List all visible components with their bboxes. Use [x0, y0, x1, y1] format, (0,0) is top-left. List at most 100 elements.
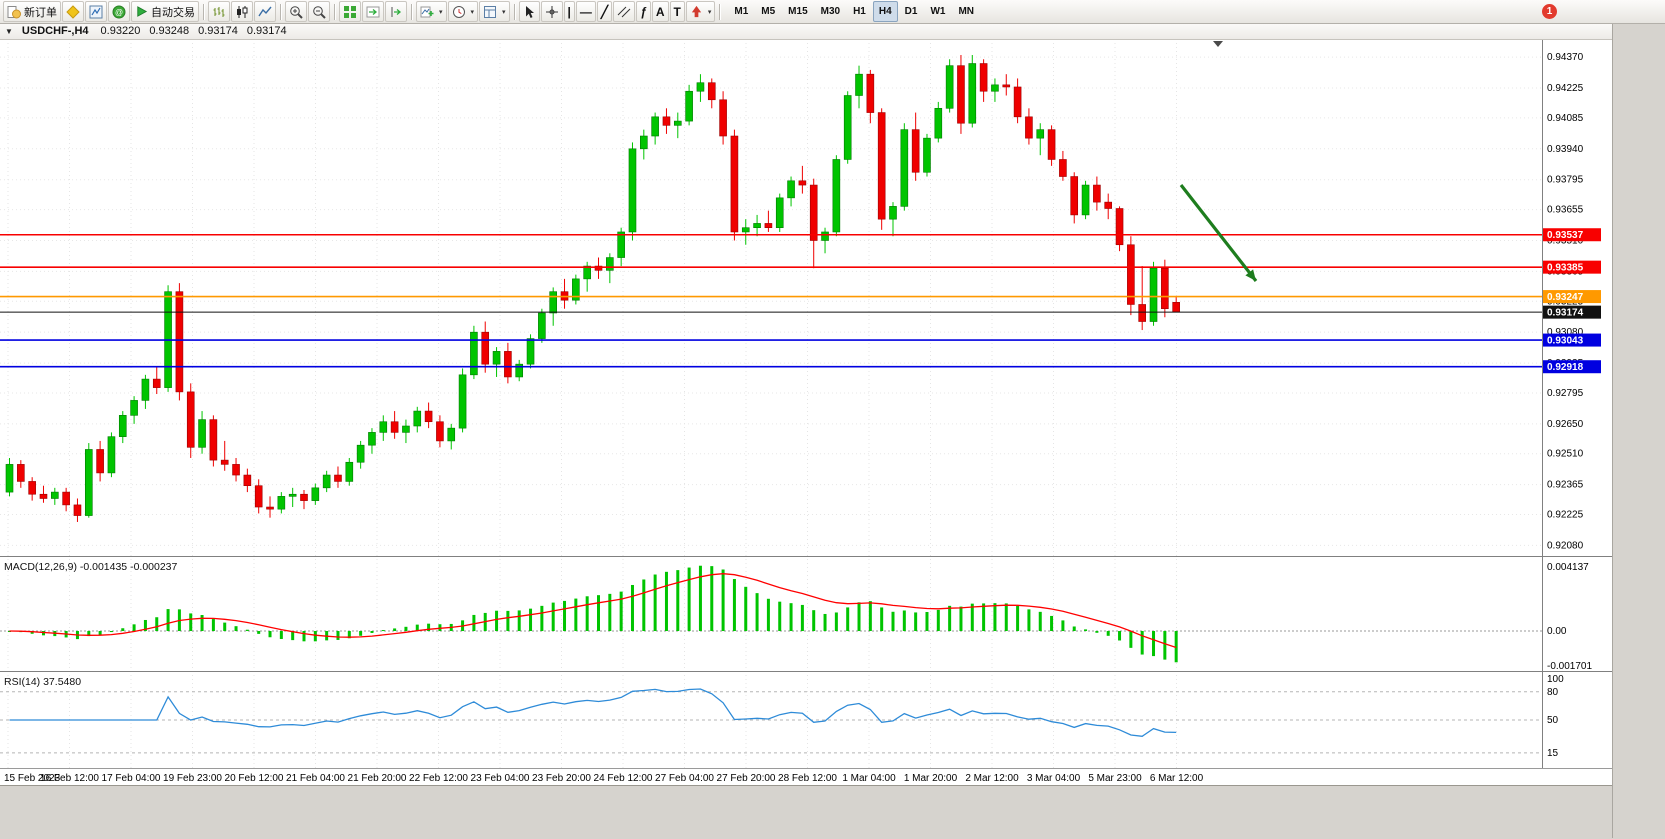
channel-icon: [617, 6, 631, 17]
chart-window-button[interactable]: [85, 1, 107, 22]
macd-histogram: [8, 565, 1178, 663]
community-button[interactable]: @: [108, 1, 130, 22]
price-axis-label: 0.92795: [1547, 388, 1584, 399]
horizontal-line-tool-button[interactable]: —: [575, 1, 596, 22]
price-line-tag-label: 0.92918: [1547, 362, 1584, 373]
price-line-tag[interactable]: [1543, 360, 1601, 374]
price-axis-label: 0.92650: [1547, 419, 1584, 430]
clock-icon: [452, 5, 465, 18]
toolbar-separator: [513, 3, 515, 20]
zoom-out-icon: [313, 5, 326, 19]
timeframe-h4[interactable]: H4: [872, 1, 898, 22]
rsi-axis-label: 15: [1547, 748, 1559, 759]
one-click-trading-expander[interactable]: ▼: [5, 26, 13, 36]
macd-panel-label: MACD(12,26,9) -0.001435 -0.000237: [4, 561, 178, 573]
zoom-out-button[interactable]: [308, 1, 330, 22]
price-axis-label: 0.94370: [1547, 52, 1584, 63]
time-axis-label: 17 Feb 04:00: [102, 773, 161, 784]
trendline-tool-button[interactable]: ╱: [596, 1, 613, 22]
price-line-tag[interactable]: [1543, 260, 1601, 274]
chart-title-bar: ▼ USDCHF-,H4 0.93220 0.93248 0.93174 0.9…: [0, 23, 1622, 40]
notification-badge[interactable]: 1: [1542, 4, 1557, 19]
price-line-tag[interactable]: [1543, 228, 1601, 242]
periods-button[interactable]: ▾: [447, 1, 479, 22]
arrows-tool-button[interactable]: ▾: [685, 1, 716, 22]
channel-tool-button[interactable]: [613, 1, 636, 22]
text-tool-button[interactable]: A: [651, 1, 669, 22]
timeframe-h1[interactable]: H1: [853, 6, 866, 17]
tile-windows-button[interactable]: [339, 1, 361, 22]
rsi-axis-label: 80: [1547, 687, 1559, 698]
crosshair-tool-button[interactable]: [540, 1, 563, 22]
macd-axis-top: 0.004137: [1547, 562, 1589, 573]
community-icon: @: [112, 5, 126, 18]
metaeditor-button[interactable]: [62, 1, 84, 22]
templates-button[interactable]: ▾: [479, 1, 510, 22]
text-label-tool-button[interactable]: T: [669, 1, 685, 22]
chart-symbol-period: USDCHF-,H4: [21, 25, 89, 37]
time-axis-label: 15 Feb 2023: [4, 773, 61, 784]
time-axis-label: 2 Mar 12:00: [965, 773, 1019, 784]
price-line-tag[interactable]: [1543, 333, 1601, 347]
time-axis-label: 5 Mar 23:00: [1088, 773, 1142, 784]
chart-window-icon: [89, 5, 103, 18]
autotrading-label: 自动交易: [151, 6, 195, 19]
chevron-down-icon: ▾: [502, 8, 506, 16]
timeframe-mn[interactable]: MN: [958, 6, 975, 17]
rsi-axis-label: 50: [1547, 715, 1559, 726]
indicators-button[interactable]: ▾: [416, 1, 447, 22]
price-line-tag[interactable]: [1543, 305, 1601, 319]
candlestick-mode-button[interactable]: [231, 1, 253, 22]
line-chart-mode-button[interactable]: [254, 1, 276, 22]
autotrading-icon: [137, 6, 148, 17]
zoom-in-button[interactable]: [285, 1, 307, 22]
chart-shift-marker[interactable]: [1213, 41, 1223, 47]
timeframe-m15[interactable]: M15: [788, 6, 808, 17]
new-order-button[interactable]: 新订单: [3, 1, 61, 22]
price-line-tag[interactable]: [1543, 290, 1601, 304]
chart-area[interactable]: 15 Feb 2023 16 Feb 12:00 17 Feb 04:00 19 Fe…: [0, 39, 1665, 785]
time-axis-label: 20 Feb 12:00: [225, 773, 284, 784]
template-icon: [484, 5, 497, 18]
trend-arrow[interactable]: [1179, 184, 1258, 282]
fibonacci-tool-button[interactable]: ƒ: [636, 1, 651, 22]
main-toolbar: 新订单 @ 自动交易: [0, 0, 1665, 24]
bar-chart-mode-button[interactable]: [208, 1, 230, 22]
vertical-line-tool-button[interactable]: |: [563, 1, 575, 22]
crosshair-icon: [545, 5, 558, 18]
svg-text:@: @: [115, 8, 123, 17]
timeframe-d1[interactable]: D1: [904, 6, 918, 17]
autotrading-button[interactable]: 自动交易: [131, 1, 199, 22]
tile-windows-icon: [344, 5, 356, 18]
rsi-line: [9, 688, 1177, 737]
new-order-icon: [7, 5, 21, 18]
new-order-label: 新订单: [24, 6, 57, 19]
timeframe-m1[interactable]: M1: [734, 6, 749, 17]
line-chart-icon: [258, 6, 272, 16]
price-line-tag-label: 0.93537: [1547, 230, 1584, 241]
time-axis-label: 23 Feb 04:00: [471, 773, 530, 784]
time-axis-label: 21 Feb 20:00: [348, 773, 407, 784]
chart-grid: [0, 39, 1542, 768]
chevron-down-icon: ▾: [439, 8, 443, 16]
toolbar-separator: [411, 3, 412, 20]
time-axis-label: 1 Mar 20:00: [904, 773, 958, 784]
cursor-icon: [525, 5, 534, 18]
candlestick-series: [5, 54, 1180, 522]
chart-shift-button[interactable]: [385, 1, 407, 22]
cursor-tool-button[interactable]: [518, 1, 540, 22]
window-bottom-strip: [0, 785, 1665, 839]
price-line-tag-label: 0.93174: [1547, 308, 1584, 319]
price-axis-label: 0.92365: [1547, 480, 1584, 491]
macd-axis-zero: 0.00: [1547, 626, 1567, 637]
chart-shift-icon: [391, 6, 402, 17]
timeframe-m30[interactable]: M30: [820, 6, 841, 17]
timeframe-w1[interactable]: W1: [930, 6, 946, 17]
time-axis-label: 6 Mar 12:00: [1150, 773, 1204, 784]
timeframe-m5[interactable]: M5: [761, 6, 776, 17]
chevron-down-icon: ▾: [470, 8, 475, 16]
time-axis-label: 28 Feb 12:00: [778, 773, 837, 784]
window-right-gap: [1612, 23, 1665, 838]
auto-scroll-button[interactable]: [362, 1, 384, 22]
